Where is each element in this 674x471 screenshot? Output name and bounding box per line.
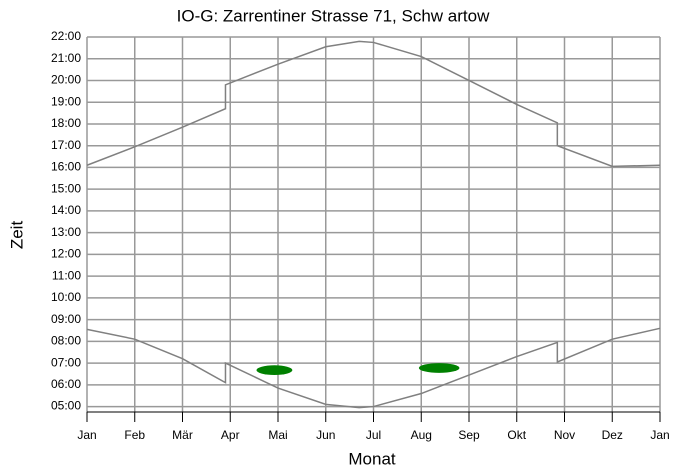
y-axis-label: Zeit bbox=[7, 221, 26, 250]
shadow-period bbox=[256, 365, 293, 376]
x-tick-label: Okt bbox=[507, 428, 526, 442]
chart-title: IO-G: Zarrentiner Strasse 71, Schw artow bbox=[177, 6, 490, 25]
y-tick-label: 11:00 bbox=[52, 268, 81, 282]
y-tick-label: 06:00 bbox=[51, 377, 81, 391]
y-tick-label: 05:00 bbox=[51, 399, 81, 413]
x-tick-label: Jan bbox=[77, 428, 96, 442]
x-tick-label: Feb bbox=[124, 428, 145, 442]
y-tick-label: 15:00 bbox=[51, 181, 81, 195]
y-tick-label: 12:00 bbox=[51, 247, 81, 261]
x-tick-label: Apr bbox=[221, 428, 240, 442]
y-tick-label: 18:00 bbox=[51, 116, 81, 130]
y-tick-label: 08:00 bbox=[51, 334, 81, 348]
y-tick-label: 21:00 bbox=[51, 51, 81, 65]
x-axis-label: Monat bbox=[348, 449, 396, 468]
x-tick-label: Mär bbox=[172, 428, 193, 442]
x-tick-label: Jun bbox=[316, 428, 335, 442]
y-tick-label: 07:00 bbox=[51, 355, 81, 369]
x-tick-label: Dez bbox=[602, 428, 623, 442]
y-tick-label: 16:00 bbox=[51, 160, 81, 174]
y-tick-label: 13:00 bbox=[51, 225, 81, 239]
time-line bbox=[86, 327, 661, 409]
y-tick-label: 17:00 bbox=[51, 138, 81, 152]
x-tick-label: Mai bbox=[268, 428, 287, 442]
y-tick-label: 14:00 bbox=[51, 203, 81, 217]
x-tick-label: Nov bbox=[554, 428, 575, 442]
y-tick-label: 10:00 bbox=[51, 290, 81, 304]
x-tick-label: Sep bbox=[458, 428, 480, 442]
shadow-period bbox=[418, 363, 460, 373]
y-tick-label: 09:00 bbox=[51, 312, 81, 326]
x-tick-label: Jul bbox=[366, 428, 381, 442]
time-line bbox=[86, 40, 661, 168]
y-tick-label: 20:00 bbox=[51, 73, 81, 87]
y-tick-label: 22:00 bbox=[51, 29, 81, 43]
x-tick-label: Jan bbox=[650, 428, 669, 442]
x-tick-label: Aug bbox=[411, 428, 432, 442]
y-tick-label: 19:00 bbox=[51, 94, 81, 108]
